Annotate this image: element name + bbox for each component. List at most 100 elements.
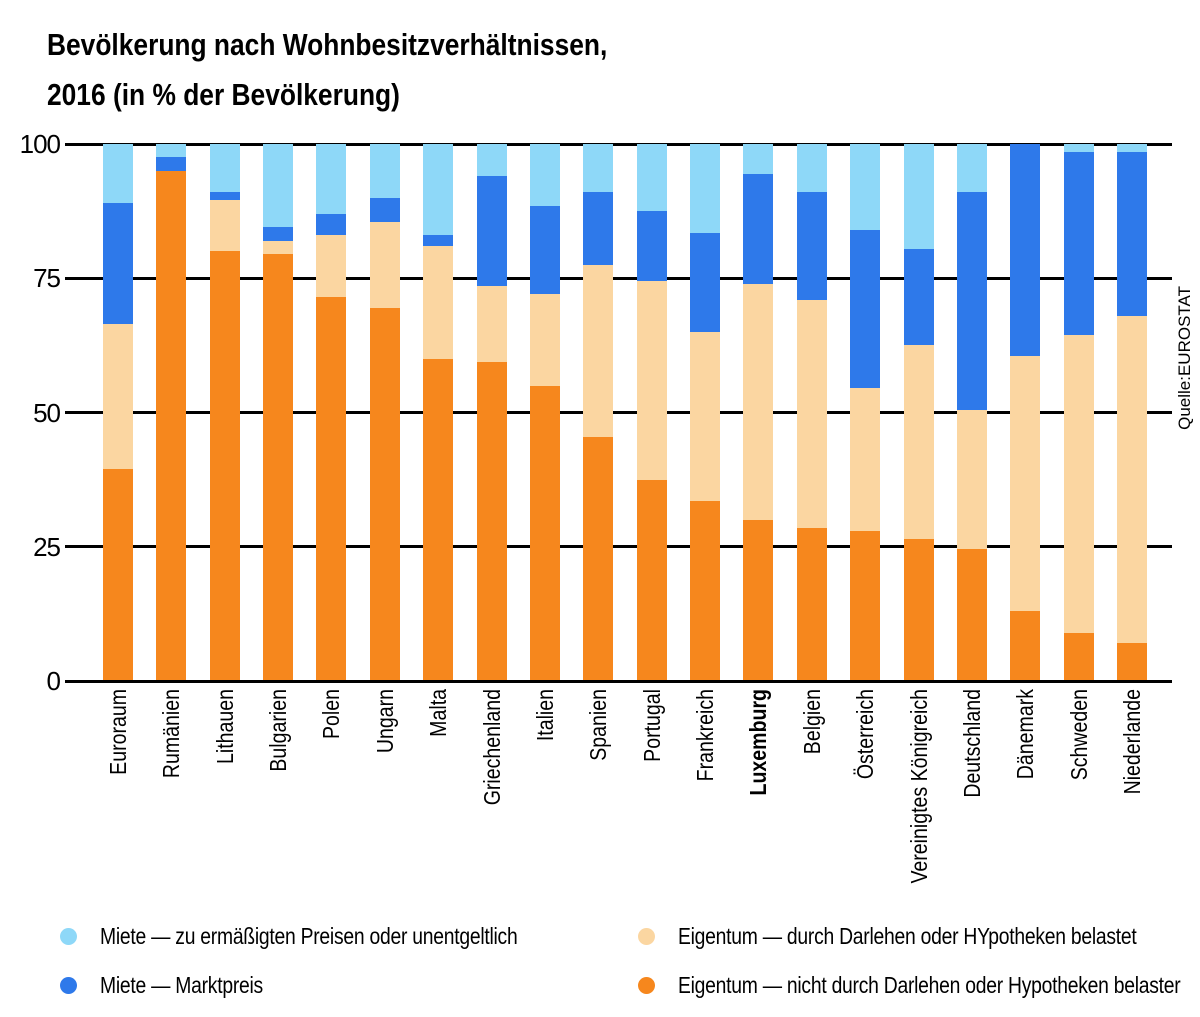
x-label-Dänemark: Dänemark	[1012, 689, 1039, 780]
source-label: Quelle:EUROSTAT	[1175, 286, 1194, 430]
segment-owner_no_mortgage	[316, 297, 347, 681]
x-label-Ungarn: Ungarn	[371, 689, 398, 754]
x-label-Belgien: Belgien	[798, 689, 825, 755]
x-label-Rumänien: Rumänien	[158, 689, 185, 779]
bar-Malta	[423, 144, 454, 681]
bar-Belgien	[796, 144, 827, 681]
segment-owner_mortgage	[903, 345, 934, 539]
bar-Griechenland	[476, 144, 507, 681]
bar-Bulgarien	[263, 144, 294, 681]
legend-dot-rent-market-icon	[60, 976, 77, 994]
segment-rent_market	[636, 211, 667, 281]
bar-Dänemark	[1010, 144, 1041, 681]
segment-rent_reduced	[1116, 144, 1147, 153]
segment-owner_no_mortgage	[1116, 643, 1147, 681]
x-axis-line	[65, 679, 1172, 683]
x-label-Italien: Italien	[531, 689, 558, 742]
legend-label-owner-no-mortgage: Eigentum — nicht durch Darlehen oder Hyp…	[678, 971, 1181, 998]
y-tick-label-50: 50	[33, 397, 61, 428]
legend-item-rent-reduced: Miete — zu ermäßigten Preisen oder unent…	[60, 923, 597, 949]
segment-rent_market	[156, 157, 187, 171]
segment-rent_market	[209, 192, 240, 201]
y-tick-label-0: 0	[46, 666, 61, 696]
segment-owner_mortgage	[263, 240, 294, 255]
segment-owner_no_mortgage	[263, 254, 294, 681]
bar-Italien	[529, 144, 560, 681]
segment-owner_no_mortgage	[636, 479, 667, 681]
segment-owner_no_mortgage	[156, 170, 187, 681]
segment-owner_mortgage	[316, 235, 347, 298]
segment-owner_mortgage	[103, 323, 133, 469]
bar-Vereinigtes Königreich	[903, 144, 934, 681]
segment-rent_market	[316, 213, 347, 236]
x-label-Frankreich: Frankreich	[692, 689, 719, 782]
segment-owner_no_mortgage	[1010, 611, 1041, 681]
x-label-Euroraum: Euroraum	[105, 689, 131, 775]
segment-rent_reduced	[103, 144, 133, 204]
bar-Luxemburg	[743, 144, 774, 681]
segment-rent_reduced	[369, 144, 400, 198]
x-label-Griechenland: Griechenland	[478, 689, 505, 806]
segment-owner_mortgage	[1010, 356, 1041, 612]
chart-title-line2: 2016 (in % der Bevölkerung)	[47, 77, 400, 112]
segment-owner_no_mortgage	[956, 549, 987, 681]
legend-dot-rent-reduced-icon	[60, 927, 77, 945]
segment-owner_mortgage	[369, 221, 400, 308]
y-tick-label-100: 100	[19, 129, 61, 159]
gridline-100	[65, 142, 1172, 146]
segment-owner_no_mortgage	[1063, 632, 1094, 681]
legend-label-rent-market: Miete — Marktpreis	[100, 971, 263, 998]
segment-rent_reduced	[1063, 144, 1094, 153]
segment-rent_market	[529, 205, 560, 295]
segment-rent_reduced	[209, 144, 240, 193]
legend-item-owner-no-mortgage: Eigentum — nicht durch Darlehen oder Hyp…	[638, 972, 1200, 998]
bar-Deutschland	[956, 144, 987, 681]
chart-title: Bevölkerung nach Wohnbesitzverhältnissen…	[47, 20, 607, 120]
segment-owner_no_mortgage	[903, 538, 934, 681]
segment-owner_no_mortgage	[476, 361, 507, 681]
gridline-50	[65, 411, 1172, 414]
segment-owner_mortgage	[529, 294, 560, 386]
x-label-Deutschland: Deutschland	[958, 689, 985, 798]
segment-rent_reduced	[690, 144, 721, 233]
x-label-Malta: Malta	[425, 689, 452, 737]
segment-owner_mortgage	[583, 264, 614, 437]
bar-Frankreich	[690, 144, 721, 681]
segment-owner_mortgage	[423, 246, 454, 359]
x-label-Spanien: Spanien	[585, 689, 612, 761]
segment-owner_no_mortgage	[796, 527, 827, 681]
bar-Euroraum	[103, 144, 133, 681]
segment-owner_no_mortgage	[690, 501, 721, 681]
segment-owner_no_mortgage	[743, 519, 774, 681]
segment-rent_market	[796, 192, 827, 300]
x-label-Vereinigtes Königreich: Vereinigtes Königreich	[905, 689, 932, 884]
segment-rent_market	[1063, 152, 1094, 335]
segment-rent_market	[476, 176, 507, 287]
segment-rent_reduced	[423, 144, 454, 236]
segment-owner_mortgage	[743, 283, 774, 520]
segment-owner_no_mortgage	[529, 385, 560, 681]
segment-owner_mortgage	[209, 200, 240, 252]
chart-title-line1: Bevölkerung nach Wohnbesitzverhältnissen…	[47, 27, 608, 62]
segment-owner_mortgage	[690, 331, 721, 502]
legend-item-rent-market: Miete — Marktpreis	[60, 972, 294, 998]
gridline-75	[65, 276, 1172, 280]
bar-Schweden	[1063, 144, 1094, 681]
x-label-Portugal: Portugal	[638, 689, 665, 762]
segment-owner_no_mortgage	[209, 251, 240, 681]
segment-owner_mortgage	[476, 286, 507, 362]
segment-owner_no_mortgage	[103, 468, 133, 681]
segment-rent_market	[103, 203, 133, 324]
segment-rent_market	[690, 232, 721, 332]
segment-rent_reduced	[903, 144, 934, 249]
segment-owner_mortgage	[636, 280, 667, 480]
x-label-Polen: Polen	[318, 689, 345, 740]
y-tick-label-75: 75	[33, 263, 61, 294]
bar-Spanien	[583, 144, 614, 681]
x-label-Österreich: Österreich	[852, 689, 879, 780]
segment-rent_market	[1116, 152, 1147, 316]
segment-rent_reduced	[263, 144, 294, 228]
x-label-Bulgarien: Bulgarien	[265, 689, 292, 772]
bar-Lithauen	[209, 144, 240, 681]
